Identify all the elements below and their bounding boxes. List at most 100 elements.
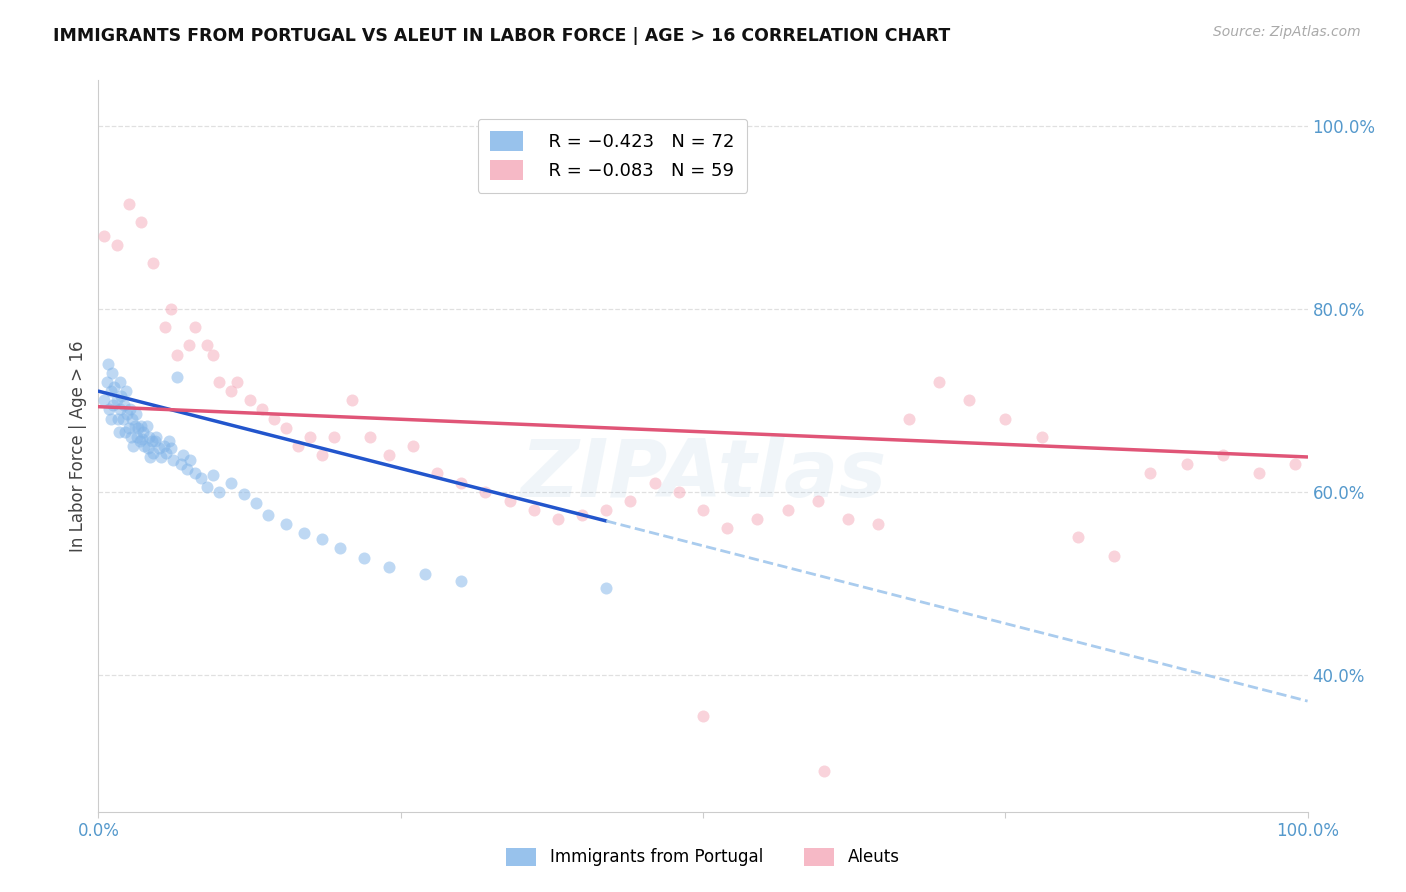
Y-axis label: In Labor Force | Age > 16: In Labor Force | Age > 16 <box>69 340 87 552</box>
Point <box>329 541 352 556</box>
Point <box>208 375 231 389</box>
Point <box>263 411 285 425</box>
Point <box>897 411 920 425</box>
Point <box>837 512 859 526</box>
Point <box>162 452 184 467</box>
Point <box>172 448 194 462</box>
Point <box>166 348 188 362</box>
Point <box>169 458 191 472</box>
Point <box>928 375 950 389</box>
Point <box>108 425 131 440</box>
Point <box>122 439 145 453</box>
Point <box>692 503 714 517</box>
Point <box>115 384 138 399</box>
Point <box>96 375 118 389</box>
Point <box>1067 530 1090 544</box>
Point <box>117 407 139 421</box>
Point <box>274 516 297 531</box>
Point <box>323 430 346 444</box>
Point <box>450 574 472 589</box>
Point <box>195 480 218 494</box>
Point <box>1249 467 1271 481</box>
Point <box>994 411 1017 425</box>
Point <box>100 411 122 425</box>
Point <box>176 462 198 476</box>
Point <box>139 450 162 464</box>
Text: IMMIGRANTS FROM PORTUGAL VS ALEUT IN LABOR FORCE | AGE > 16 CORRELATION CHART: IMMIGRANTS FROM PORTUGAL VS ALEUT IN LAB… <box>53 27 950 45</box>
Point <box>274 420 297 434</box>
Point <box>93 393 115 408</box>
Point <box>153 320 176 334</box>
Point <box>498 494 520 508</box>
Point <box>716 521 738 535</box>
Point <box>132 425 155 440</box>
Point <box>143 434 166 449</box>
Point <box>221 475 243 490</box>
Point <box>114 425 136 440</box>
Point <box>127 430 149 444</box>
Point <box>108 402 131 417</box>
Point <box>377 448 399 462</box>
Point <box>127 420 149 434</box>
Point <box>129 215 152 229</box>
Point <box>121 411 143 425</box>
Point <box>450 475 472 490</box>
Point <box>813 764 835 778</box>
Legend: Immigrants from Portugal, Aleuts: Immigrants from Portugal, Aleuts <box>499 841 907 873</box>
Point <box>292 525 315 540</box>
Point <box>221 384 243 399</box>
Text: Source: ZipAtlas.com: Source: ZipAtlas.com <box>1213 25 1361 39</box>
Point <box>105 393 128 408</box>
Point <box>195 338 218 352</box>
Point <box>142 446 165 460</box>
Point <box>644 475 666 490</box>
Point <box>108 375 131 389</box>
Point <box>957 393 980 408</box>
Point <box>184 320 207 334</box>
Point <box>148 441 170 455</box>
Point <box>160 441 183 455</box>
Point <box>232 486 254 500</box>
Point <box>245 496 267 510</box>
Point <box>125 407 148 421</box>
Point <box>107 411 129 425</box>
Point <box>619 494 641 508</box>
Point <box>1139 467 1161 481</box>
Point <box>1102 549 1125 563</box>
Point <box>98 402 121 417</box>
Point <box>668 484 690 499</box>
Point <box>1175 458 1198 472</box>
Point <box>595 503 617 517</box>
Point <box>138 430 160 444</box>
Point <box>311 448 333 462</box>
Point <box>93 228 115 243</box>
Point <box>166 370 188 384</box>
Point <box>124 418 146 433</box>
Point <box>776 503 799 517</box>
Point <box>1031 430 1053 444</box>
Point <box>413 567 436 582</box>
Point <box>547 512 569 526</box>
Point <box>402 439 425 453</box>
Point <box>342 393 364 408</box>
Point <box>112 398 135 412</box>
Point <box>155 446 177 460</box>
Point <box>474 484 496 499</box>
Point <box>523 503 546 517</box>
Point <box>118 402 141 417</box>
Point <box>105 238 128 252</box>
Point <box>134 439 156 453</box>
Point <box>868 516 890 531</box>
Point <box>100 384 122 399</box>
Point <box>692 708 714 723</box>
Point <box>360 430 382 444</box>
Point <box>1212 448 1234 462</box>
Point <box>131 432 153 446</box>
Point <box>190 471 212 485</box>
Point <box>128 434 150 449</box>
Point <box>111 411 134 425</box>
Point <box>299 430 322 444</box>
Point <box>129 418 152 433</box>
Point <box>202 348 225 362</box>
Point <box>250 402 273 417</box>
